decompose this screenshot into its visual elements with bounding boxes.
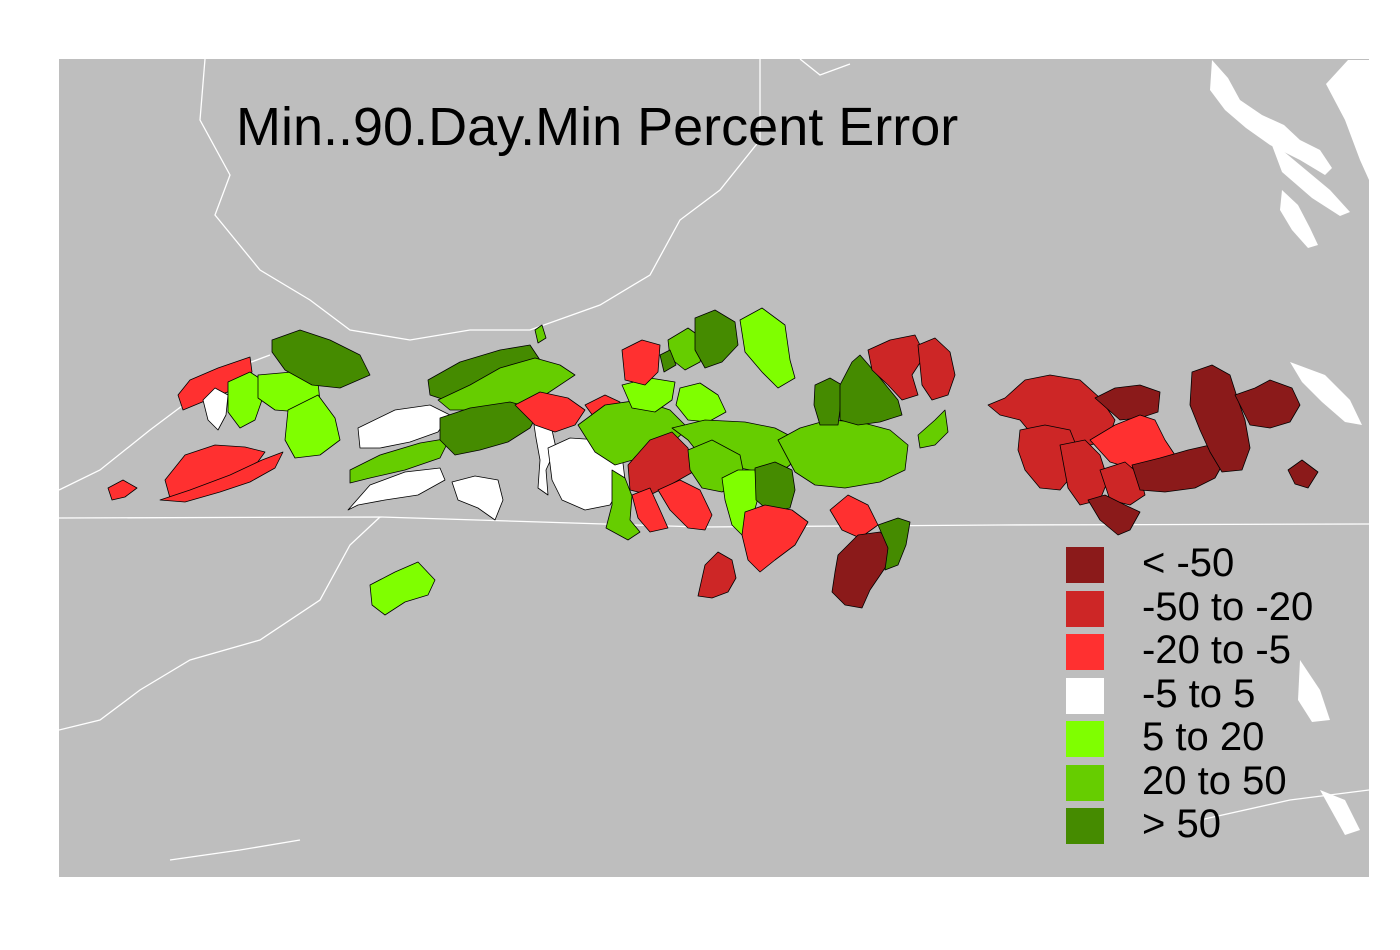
legend-swatch (1066, 721, 1104, 757)
legend-swatch (1066, 677, 1104, 714)
watershed (271, 329, 371, 389)
coastal-water (1290, 362, 1362, 425)
coastal-water (1326, 60, 1369, 180)
legend-label: 20 to 50 (1142, 758, 1287, 803)
watershed (514, 391, 586, 433)
watershed (675, 382, 727, 423)
watershed (227, 371, 263, 429)
watershed (177, 356, 253, 411)
watershed (917, 337, 956, 401)
watershed (867, 334, 926, 401)
watershed (1017, 424, 1081, 491)
legend-label: < -50 (1142, 541, 1235, 585)
legend-swatch (1066, 808, 1104, 844)
watershed (1087, 494, 1141, 536)
state-boundary-line (1199, 789, 1369, 821)
legend-swatch (1066, 547, 1104, 583)
watershed (1059, 439, 1109, 506)
legend-label: 5 to 20 (1142, 715, 1265, 759)
legend-swatch (1066, 764, 1104, 801)
coastal-water (1210, 60, 1332, 175)
coastal-water (1298, 660, 1330, 722)
watershed (159, 451, 284, 503)
map-panel (59, 59, 1369, 877)
watershed (813, 377, 843, 426)
watershed (839, 354, 903, 426)
watershed (739, 307, 796, 389)
watershed (741, 504, 809, 573)
legend-swatch (1066, 634, 1104, 670)
legend-label: -5 to 5 (1142, 671, 1256, 716)
coastal-water (1270, 140, 1350, 216)
watershed (107, 479, 138, 501)
watershed (777, 419, 909, 489)
watershed (1189, 364, 1251, 473)
state-boundary-line (59, 516, 1369, 528)
watershed (1234, 379, 1301, 429)
watershed (831, 531, 896, 609)
watershed (347, 467, 446, 511)
legend-label: > 50 (1142, 802, 1221, 846)
watershed (369, 561, 436, 616)
watershed (631, 487, 669, 533)
watershed (697, 551, 737, 599)
watershed (621, 339, 661, 386)
watershed (659, 349, 677, 373)
watershed (1287, 459, 1319, 489)
water-bodies (1210, 60, 1369, 835)
watershed (694, 309, 739, 369)
watershed (605, 469, 641, 541)
state-boundary-line (169, 839, 301, 861)
state-boundary-line (199, 59, 761, 341)
watershed (357, 404, 451, 449)
legend-label: -50 to -20 (1142, 584, 1314, 629)
state-boundary-line (59, 516, 381, 731)
watersheds (107, 307, 1319, 616)
watershed (657, 479, 713, 531)
watershed (349, 437, 451, 484)
watershed (877, 517, 911, 571)
watershed (829, 494, 879, 539)
watershed (284, 394, 341, 459)
watershed (534, 324, 547, 344)
coastal-water (1320, 790, 1360, 835)
watershed (754, 461, 796, 513)
watershed (917, 409, 949, 449)
coastal-water (1280, 190, 1318, 248)
map-title: Min..90.Day.Min Percent Error (236, 97, 959, 157)
watershed (439, 401, 541, 456)
legend-swatch (1066, 590, 1104, 627)
state-boundary-line (799, 59, 851, 76)
watershed (1094, 384, 1161, 421)
legend-label: -20 to -5 (1142, 628, 1291, 672)
map-canvas (59, 59, 1369, 861)
watershed (451, 475, 504, 521)
watershed (202, 387, 229, 431)
